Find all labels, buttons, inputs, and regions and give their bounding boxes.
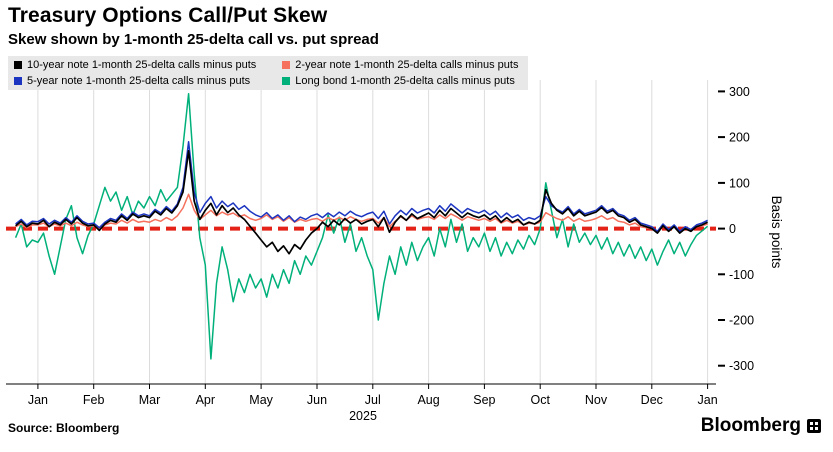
legend-label: 5-year note 1-month 25-delta calls minus… [27,74,251,87]
legend-swatch [282,76,291,85]
chart-subtitle: Skew shown by 1-month 25-delta call vs. … [8,31,379,48]
x-tick-label: Oct [530,393,550,407]
legend-swatch [14,61,22,70]
x-tick-label: Jan [28,393,48,407]
series-line-0 [15,150,708,255]
legend-item: Long bond 1-month 25-delta calls minus p… [282,75,518,88]
y-tick-label: -300 [729,359,754,373]
y-tick-label: -100 [729,268,754,282]
bloomberg-logo-icon [807,419,821,433]
x-tick-label: Jan [698,393,718,407]
legend-swatch [282,61,291,70]
legend-label: 10-year note 1-month 25-delta calls minu… [27,59,257,71]
y-axis-title: Basis points [769,196,784,269]
x-axis-year-label: 2025 [349,409,377,423]
legend-label: 2-year note 1-month 25-delta calls minus… [295,59,519,71]
series-line-3 [14,92,709,360]
x-tick-label: Sep [473,393,495,407]
legend-label: Long bond 1-month 25-delta calls minus p… [295,74,515,87]
x-tick-label: Aug [417,393,439,407]
y-tick-label: 0 [729,222,736,236]
bloomberg-brand-label: Bloomberg [700,415,801,436]
y-tick-label: -200 [729,314,754,328]
x-tick-label: Feb [83,393,105,407]
y-tick-label: 100 [729,176,750,190]
source-caption: Source: Bloomberg [8,421,120,435]
x-tick-label: Nov [585,393,608,407]
x-tick-label: Jun [307,393,327,407]
x-tick-label: Mar [139,393,161,407]
x-tick-label: Jul [365,393,381,407]
bloomberg-wordmark: Bloomberg [701,415,821,437]
x-tick-label: Apr [196,393,215,407]
x-tick-label: May [249,393,273,407]
chart-title: Treasury Options Call/Put Skew [8,4,328,27]
y-tick-label: 200 [729,131,750,145]
series-line-2 [15,140,708,233]
legend-item: 10-year note 1-month 25-delta calls minu… [14,59,256,72]
legend-swatch [14,76,22,85]
x-tick-label: Dec [641,393,663,407]
legend-item: 5-year note 1-month 25-delta calls minus… [14,75,256,88]
legend-item: 2-year note 1-month 25-delta calls minus… [282,59,518,72]
chart-legend: 10-year note 1-month 25-delta calls minu… [8,56,529,90]
y-tick-label: 300 [729,85,750,99]
series-line-1 [15,193,708,233]
